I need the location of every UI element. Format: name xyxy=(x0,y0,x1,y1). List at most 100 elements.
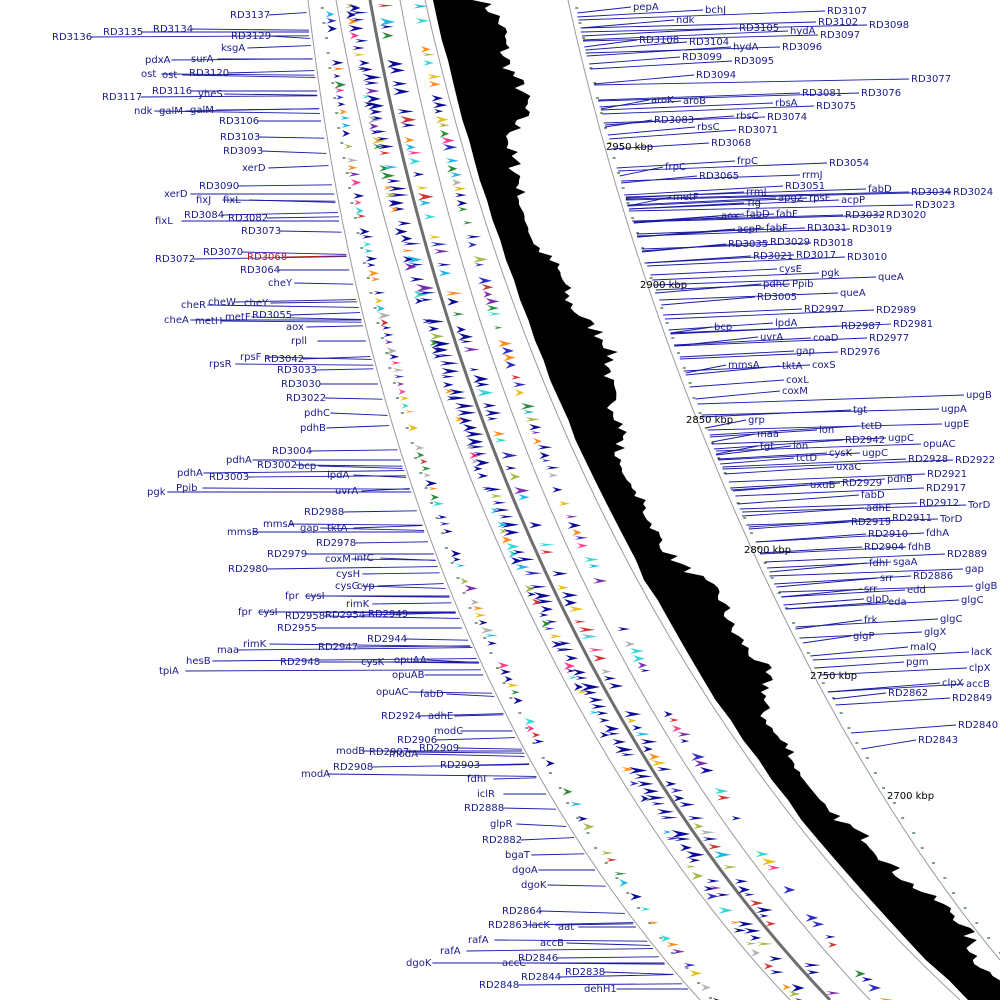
feature-arrow xyxy=(543,627,555,631)
gene-label: RD3104 xyxy=(689,37,729,48)
feature-arrow xyxy=(691,753,705,761)
feature-arrow xyxy=(432,501,445,507)
gene-label: RD3003 xyxy=(209,472,249,483)
feature-arrow xyxy=(433,249,450,254)
gene-label: RD3084 xyxy=(184,210,224,221)
feature-arrow xyxy=(558,501,570,507)
gene-label: fdhA xyxy=(926,528,949,539)
gene-label: RD3096 xyxy=(782,42,822,53)
feature-arrow xyxy=(469,368,480,372)
feature-arrow xyxy=(433,354,444,359)
label-connector xyxy=(785,599,960,610)
gene-label: RD3029 xyxy=(770,237,810,248)
gene-label: grp xyxy=(748,415,765,426)
label-connector xyxy=(182,74,316,78)
label-connector xyxy=(315,368,374,371)
gene-label: RD3093 xyxy=(223,146,263,157)
gene-label: RD3030 xyxy=(281,379,321,390)
label-connector xyxy=(191,28,310,31)
label-connector xyxy=(716,443,922,452)
gene-label: pgk xyxy=(147,487,166,498)
feature-arrow xyxy=(593,578,608,584)
gene-label: RD3134 xyxy=(153,24,193,35)
feature-arrow xyxy=(419,459,428,465)
feature-arrow xyxy=(548,634,562,639)
label-connector xyxy=(609,129,737,140)
feature-arrow xyxy=(756,942,774,946)
gene-label: RD3094 xyxy=(696,70,736,81)
label-connector xyxy=(599,100,682,108)
gene-label: tktA xyxy=(782,361,803,372)
gene-label: RD2980 xyxy=(228,564,268,575)
label-connector xyxy=(266,566,438,570)
gene-label: RD3120 xyxy=(189,68,229,79)
feature-arrow xyxy=(490,494,503,499)
feature-arrow xyxy=(517,557,535,562)
gene-label: RD2888 xyxy=(464,803,504,814)
feature-arrow xyxy=(713,851,732,859)
label-connector xyxy=(235,363,374,366)
feature-arrow xyxy=(824,935,836,939)
feature-arrow xyxy=(370,130,382,135)
feature-arrow xyxy=(437,515,448,520)
feature-arrow xyxy=(505,466,517,471)
gene-label: bcp xyxy=(714,322,732,333)
feature-arrow xyxy=(435,116,449,124)
gene-label: RD3105 xyxy=(739,23,779,34)
label-connector xyxy=(716,445,792,456)
feature-arrow xyxy=(438,270,452,277)
label-connector xyxy=(652,272,820,281)
feature-arrow xyxy=(663,830,672,835)
label-connector xyxy=(520,837,575,841)
feature-arrow xyxy=(504,676,513,683)
feature-arrow xyxy=(533,592,551,600)
feature-arrow xyxy=(429,340,440,346)
feature-arrow xyxy=(347,18,359,25)
label-connector xyxy=(161,73,315,76)
feature-arrow xyxy=(389,354,400,360)
feature-arrow xyxy=(632,725,643,731)
feature-arrow xyxy=(437,354,454,358)
feature-arrow xyxy=(709,886,722,890)
feature-arrow xyxy=(600,851,614,855)
feature-arrow xyxy=(701,984,711,991)
feature-arrow xyxy=(672,949,685,955)
label-connector xyxy=(627,197,808,207)
feature-arrow xyxy=(533,438,543,445)
gene-label: RD3032 xyxy=(845,210,885,221)
label-connector xyxy=(598,92,801,101)
gene-label: surA xyxy=(191,54,214,65)
feature-arrow xyxy=(419,298,433,302)
feature-arrow xyxy=(501,452,518,459)
feature-arrow xyxy=(426,319,445,325)
feature-arrow xyxy=(547,473,559,478)
label-connector xyxy=(695,390,781,400)
feature-arrow xyxy=(445,291,463,296)
feature-arrow xyxy=(421,466,431,471)
label-connector xyxy=(227,70,315,74)
feature-arrow xyxy=(439,130,450,138)
label-connector xyxy=(711,433,756,443)
feature-arrow xyxy=(635,732,651,737)
gene-label: cheA xyxy=(164,315,189,326)
gene-label: rpsR xyxy=(209,359,232,370)
feature-arrow xyxy=(422,319,436,324)
label-connector xyxy=(594,78,910,86)
label-connector xyxy=(577,9,704,18)
gene-label: dehH1 xyxy=(584,984,617,995)
label-connector xyxy=(356,645,471,648)
feature-arrow xyxy=(634,774,653,779)
label-connector xyxy=(528,962,665,965)
feature-arrow xyxy=(637,781,654,787)
feature-arrow xyxy=(408,263,424,267)
gc-inner-ring-outline xyxy=(424,0,961,1000)
label-connector xyxy=(387,661,479,664)
gene-label: metF xyxy=(673,192,699,203)
label-connector xyxy=(502,807,557,810)
feature-arrow xyxy=(702,837,719,841)
feature-arrow xyxy=(501,536,513,544)
label-connector xyxy=(237,184,332,187)
feature-arrow xyxy=(561,592,578,599)
label-connector xyxy=(517,983,683,986)
feature-arrow xyxy=(680,844,692,852)
